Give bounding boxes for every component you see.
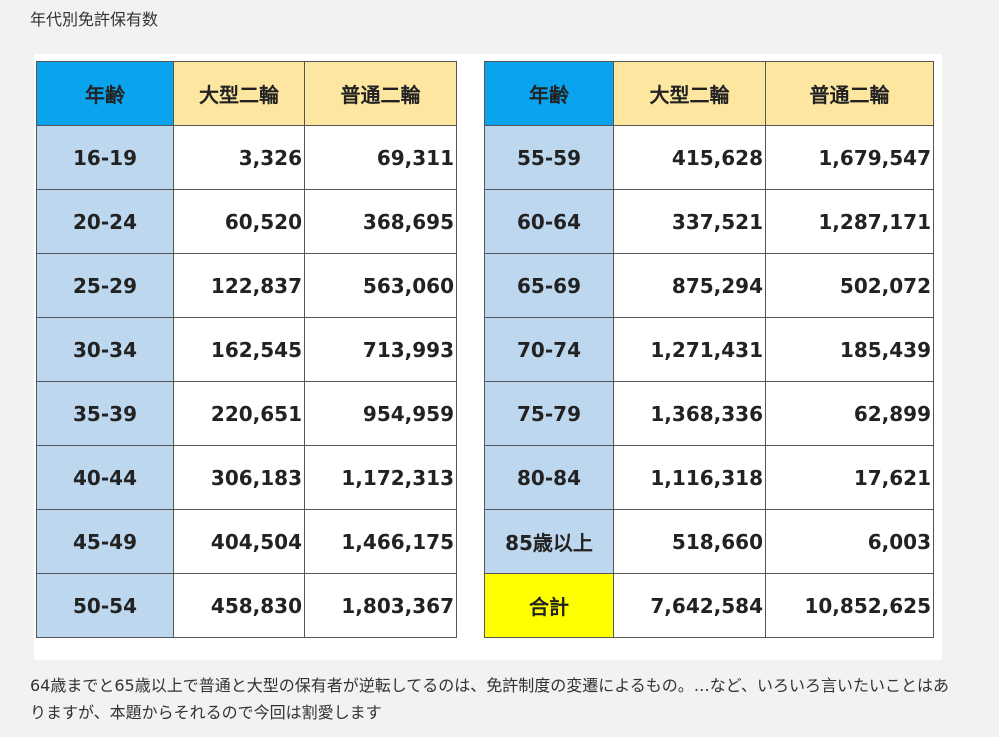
license-table-left: 年齢 大型二輪 普通二輪 16-19 3,326 69,311 20-24 60,520… [36,61,457,638]
standard-bike-count-cell: 17,621 [765,445,934,510]
standard-bike-count-cell: 62,899 [765,381,934,446]
large-bike-count-cell: 404,504 [173,509,305,574]
age-cell: 60-64 [484,189,614,254]
large-bike-count-cell: 122,837 [173,253,305,318]
table-row: 60-64 337,521 1,287,171 [484,189,934,254]
age-cell: 30-34 [36,317,174,382]
table-row: 16-19 3,326 69,311 [36,125,457,190]
table-row: 35-39 220,651 954,959 [36,381,457,446]
header-large-bike: 大型二輪 [173,61,305,126]
standard-bike-count-cell: 1,466,175 [304,509,457,574]
standard-bike-count-cell: 563,060 [304,253,457,318]
standard-bike-count-cell: 1,679,547 [765,125,934,190]
standard-bike-count-cell: 954,959 [304,381,457,446]
table-row: 70-74 1,271,431 185,439 [484,317,934,382]
header-large-bike: 大型二輪 [613,61,766,126]
table-row: 25-29 122,837 563,060 [36,253,457,318]
table-row: 55-59 415,628 1,679,547 [484,125,934,190]
table-row: 30-34 162,545 713,993 [36,317,457,382]
large-bike-count-cell: 458,830 [173,573,305,638]
age-cell: 40-44 [36,445,174,510]
large-bike-count-cell: 7,642,584 [613,573,766,638]
standard-bike-count-cell: 1,172,313 [304,445,457,510]
large-bike-count-cell: 220,651 [173,381,305,446]
standard-bike-count-cell: 6,003 [765,509,934,574]
table-row: 50-54 458,830 1,803,367 [36,573,457,638]
age-cell: 85歳以上 [484,509,614,574]
license-tables-figure: 年齢 大型二輪 普通二輪 16-19 3,326 69,311 20-24 60,520… [34,54,942,660]
table-caption: 年代別免許保有数 [30,10,159,29]
standard-bike-count-cell: 368,695 [304,189,457,254]
age-cell: 16-19 [36,125,174,190]
age-cell: 45-49 [36,509,174,574]
age-cell: 80-84 [484,445,614,510]
table-row: 85歳以上 518,660 6,003 [484,509,934,574]
standard-bike-count-cell: 1,287,171 [765,189,934,254]
large-bike-count-cell: 415,628 [613,125,766,190]
header-age: 年齢 [484,61,614,126]
age-cell: 75-79 [484,381,614,446]
table-row: 20-24 60,520 368,695 [36,189,457,254]
age-cell: 50-54 [36,573,174,638]
standard-bike-count-cell: 713,993 [304,317,457,382]
standard-bike-count-cell: 1,803,367 [304,573,457,638]
age-cell: 55-59 [484,125,614,190]
large-bike-count-cell: 162,545 [173,317,305,382]
table-row: 45-49 404,504 1,466,175 [36,509,457,574]
header-row: 年齢 大型二輪 普通二輪 [484,61,934,126]
body-note: 64歳までと65歳以上で普通と大型の保有者が逆転してるのは、免許制度の変遷による… [30,676,949,722]
standard-bike-count-cell: 10,852,625 [765,573,934,638]
header-standard-bike: 普通二輪 [304,61,457,126]
large-bike-count-cell: 306,183 [173,445,305,510]
large-bike-count-cell: 875,294 [613,253,766,318]
total-row: 合計 7,642,584 10,852,625 [484,573,934,638]
age-cell: 25-29 [36,253,174,318]
large-bike-count-cell: 3,326 [173,125,305,190]
age-cell: 35-39 [36,381,174,446]
standard-bike-count-cell: 69,311 [304,125,457,190]
large-bike-count-cell: 1,116,318 [613,445,766,510]
large-bike-count-cell: 60,520 [173,189,305,254]
age-cell: 70-74 [484,317,614,382]
header-age: 年齢 [36,61,174,126]
age-cell: 20-24 [36,189,174,254]
table-row: 65-69 875,294 502,072 [484,253,934,318]
large-bike-count-cell: 518,660 [613,509,766,574]
header-row: 年齢 大型二輪 普通二輪 [36,61,457,126]
total-label-cell: 合計 [484,573,614,638]
table-row: 40-44 306,183 1,172,313 [36,445,457,510]
table-row: 75-79 1,368,336 62,899 [484,381,934,446]
license-table-right: 年齢 大型二輪 普通二輪 55-59 415,628 1,679,547 60-64 3… [484,61,934,638]
header-standard-bike: 普通二輪 [765,61,934,126]
large-bike-count-cell: 1,271,431 [613,317,766,382]
large-bike-count-cell: 337,521 [613,189,766,254]
standard-bike-count-cell: 502,072 [765,253,934,318]
large-bike-count-cell: 1,368,336 [613,381,766,446]
table-row: 80-84 1,116,318 17,621 [484,445,934,510]
age-cell: 65-69 [484,253,614,318]
standard-bike-count-cell: 185,439 [765,317,934,382]
